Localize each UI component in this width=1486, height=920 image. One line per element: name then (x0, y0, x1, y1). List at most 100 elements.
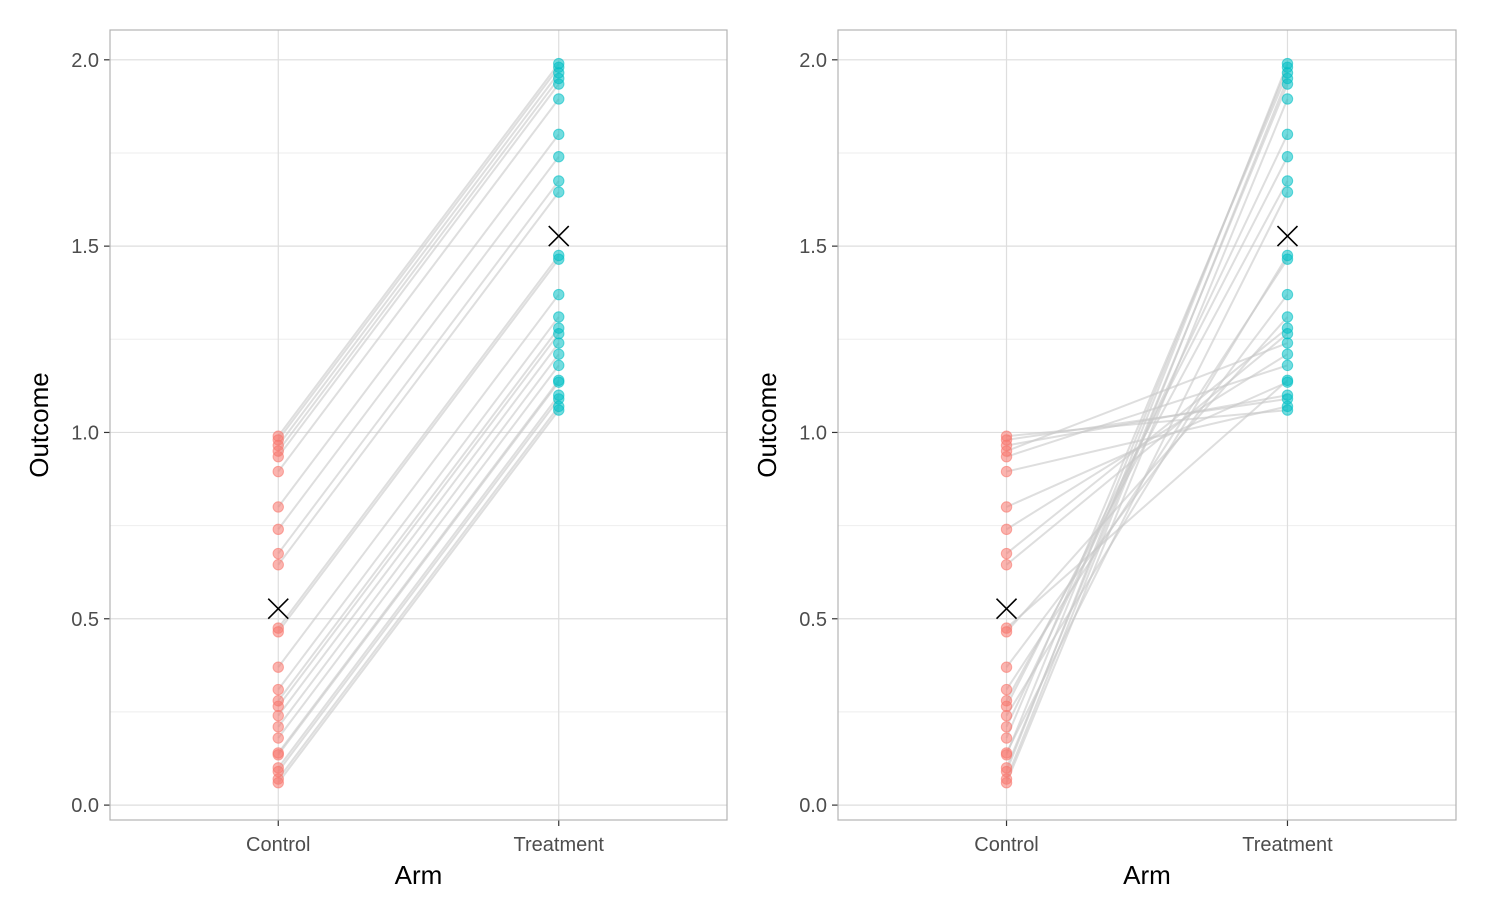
pair-line (277, 258, 560, 633)
pair-line (1005, 332, 1289, 566)
pair-line (277, 333, 560, 707)
left-panel-x-axis-title: Arm (395, 860, 443, 890)
control-point (1000, 762, 1013, 774)
control-point (1000, 622, 1013, 634)
treatment-point (1281, 359, 1294, 372)
pair-line (277, 293, 560, 668)
control-point (1000, 747, 1013, 759)
y-tick-label: 0.5 (799, 609, 827, 631)
treatment-point (1281, 337, 1294, 349)
treatment-point (1281, 253, 1294, 265)
control-point (1000, 721, 1013, 733)
left-panel-y-tick-labels: 0.0 0.5 1.0 1.5 2.0 (71, 50, 99, 817)
control-point (1000, 547, 1013, 560)
treatment-point (553, 150, 565, 163)
treatment-point (1281, 288, 1294, 301)
treatment-point (1281, 150, 1294, 163)
pair-line (277, 98, 560, 473)
treatment-point (553, 359, 565, 372)
treatment-point (553, 186, 565, 198)
treatment-point (1281, 78, 1294, 90)
pair-line (1006, 405, 1288, 473)
left-panel-means (267, 225, 570, 620)
control-point (1000, 501, 1013, 513)
pair-line (277, 62, 560, 437)
left-panel-x-tick-labels: Control Treatment (246, 834, 604, 856)
control-point (272, 430, 284, 442)
treatment-point (1281, 322, 1294, 334)
pair-line (277, 156, 560, 530)
pair-line (277, 342, 560, 717)
mean-marker-stroke (995, 598, 1018, 620)
treatment-point (553, 57, 565, 70)
mean-marker (267, 598, 289, 620)
treatment-point (1281, 67, 1294, 79)
pair-line (1005, 379, 1289, 629)
left-panel-points (272, 57, 565, 789)
y-tick-label: 1.5 (71, 236, 99, 258)
right-panel-border (837, 29, 1457, 821)
mean-marker-stroke (1276, 225, 1299, 247)
control-point (272, 695, 284, 707)
pair-line (277, 316, 560, 691)
pair-line (1006, 364, 1288, 458)
mean-marker-stroke (267, 598, 289, 620)
pair-line (277, 133, 560, 508)
x-tick-label: Treatment (1242, 834, 1333, 856)
pair-line (1005, 83, 1289, 769)
y-tick-label: 0.0 (71, 795, 99, 817)
control-point (1000, 430, 1013, 442)
left-panel-border (109, 29, 728, 821)
control-point (272, 661, 284, 673)
treatment-point (1281, 348, 1294, 360)
treatment-point (1281, 186, 1294, 198)
pair-line (1005, 316, 1289, 633)
control-point (1000, 695, 1013, 707)
right-panel-x-tick-labels: Control Treatment (974, 834, 1333, 856)
control-point (1000, 559, 1013, 571)
control-point (272, 501, 284, 513)
pair-line (277, 379, 560, 754)
right-panel-y-tick-labels: 0.0 0.5 1.0 1.5 2.0 (799, 50, 827, 817)
pair-line (277, 353, 560, 728)
control-point (272, 732, 284, 744)
pair-line (277, 254, 560, 629)
y-tick-label: 0.5 (71, 609, 99, 631)
control-point (1000, 523, 1013, 536)
y-tick-label: 1.0 (71, 422, 99, 444)
y-tick-label: 1.5 (799, 236, 827, 258)
control-point (272, 683, 284, 696)
pair-line (277, 409, 560, 784)
treatment-point (553, 374, 565, 386)
pair-line (277, 364, 560, 739)
pair-line (277, 381, 560, 756)
right-panel-y-axis-title: Outcome (752, 372, 782, 478)
control-point (272, 622, 284, 634)
control-point (272, 762, 284, 774)
right-panel-means (995, 225, 1299, 620)
control-point (1000, 661, 1013, 673)
treatment-point (553, 128, 565, 141)
left-panel-y-axis-title: Outcome (24, 372, 54, 478)
y-tick-label: 2.0 (71, 50, 99, 72)
pair-line (277, 72, 560, 447)
pair-line (277, 191, 560, 566)
y-tick-label: 0.0 (799, 795, 827, 817)
treatment-point (553, 322, 565, 334)
mean-marker (548, 225, 570, 247)
control-point (272, 559, 284, 571)
treatment-point (1281, 175, 1294, 187)
treatment-point (553, 311, 565, 323)
pair-line (277, 398, 560, 773)
mean-marker (1276, 225, 1299, 247)
pair-line (1005, 353, 1289, 531)
control-point (272, 523, 284, 536)
pair-line (277, 66, 560, 441)
left-panel-pair-lines (277, 62, 560, 784)
control-point (272, 547, 284, 560)
pair-line (277, 180, 560, 555)
pair-line (277, 405, 560, 780)
treatment-point (1281, 393, 1294, 405)
x-tick-label: Control (246, 834, 310, 856)
